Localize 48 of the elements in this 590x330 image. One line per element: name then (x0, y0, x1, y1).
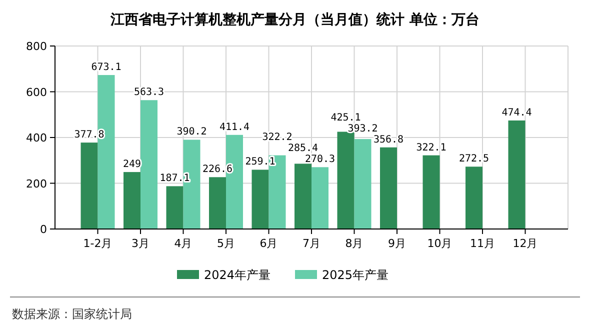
x-tick-label: 11月 (470, 237, 495, 250)
bar (354, 139, 372, 229)
data-label: 272.5 (458, 154, 490, 165)
x-tick-label: 6月 (260, 237, 278, 250)
data-label: 322.1 (416, 142, 446, 154)
bar (380, 147, 397, 229)
bar (508, 120, 526, 229)
bar (80, 142, 98, 229)
data-label: 474.4 (502, 107, 532, 118)
x-tick-label: 1-2月 (83, 237, 112, 250)
x-tick-label: 10月 (427, 237, 452, 250)
x-tick-label: 4月 (174, 237, 192, 250)
x-tick-label: 5月 (217, 237, 235, 250)
y-tick-label: 0 (40, 223, 47, 236)
source-note: 数据来源：国家统计局 (12, 307, 132, 321)
y-tick-label: 200 (26, 177, 47, 190)
bar (422, 155, 440, 229)
x-tick-label: 3月 (132, 237, 150, 250)
y-tick-label: 800 (26, 40, 47, 53)
data-label: 356.8 (373, 134, 404, 146)
x-tick-label: 12月 (512, 237, 538, 250)
bar (252, 170, 269, 229)
legend-label: 2025年产量 (322, 268, 389, 282)
data-label: 425.1 (330, 112, 361, 124)
data-label: 270.3 (304, 154, 336, 166)
data-label: 285.4 (288, 143, 318, 154)
legend-label: 2024年产量 (204, 268, 271, 282)
x-tick-label: 7月 (302, 237, 320, 250)
x-tick-label: 9月 (388, 237, 406, 250)
data-label: 411.4 (219, 122, 250, 133)
y-tick-label: 400 (26, 132, 47, 144)
y-tick-label: 600 (26, 86, 47, 99)
bar (312, 167, 328, 229)
bar (466, 166, 482, 229)
bar (166, 186, 184, 229)
data-label: 322.2 (262, 132, 292, 144)
bar (209, 177, 226, 229)
bar (337, 132, 354, 229)
chart-title: 江西省电子计算机整机产量分月（当月值）统计 单位：万台 (110, 11, 480, 28)
x-tick-label: 8月 (345, 237, 364, 250)
bar (294, 164, 312, 229)
bar (124, 172, 140, 229)
data-label: 673.1 (91, 62, 122, 74)
bar (140, 100, 158, 229)
data-label: 249 (122, 159, 142, 170)
data-label: 563.3 (134, 87, 164, 98)
data-label: 393.2 (348, 123, 378, 134)
data-label: 390.2 (176, 126, 207, 138)
